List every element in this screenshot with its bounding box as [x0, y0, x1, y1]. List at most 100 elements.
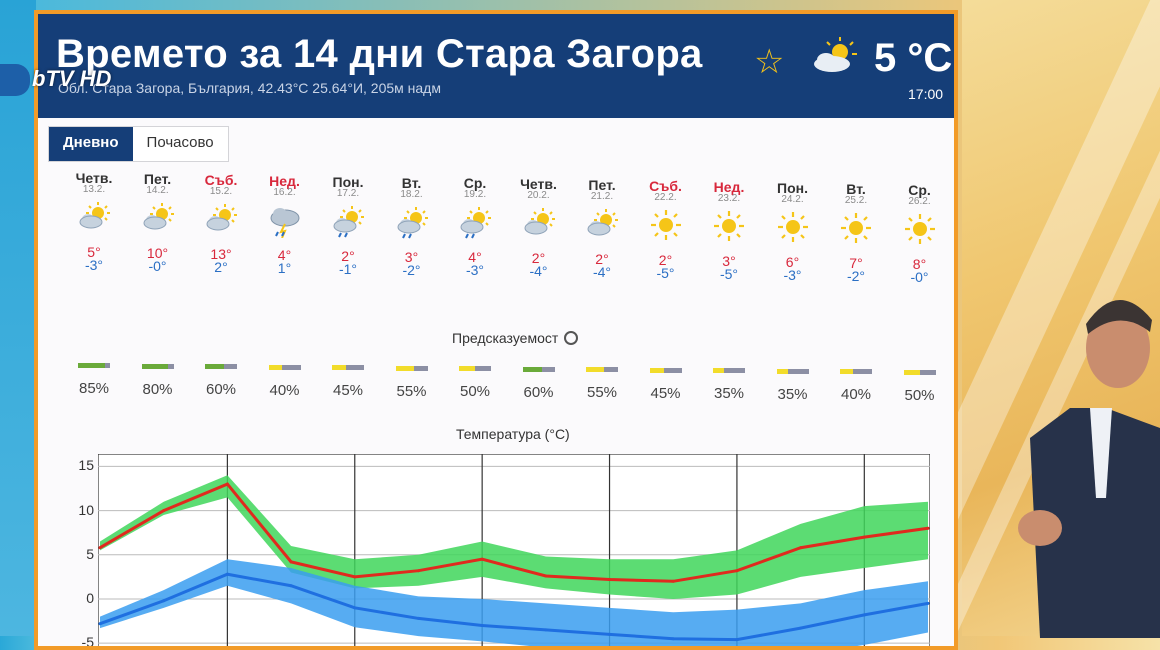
- day-date: 16.2.: [273, 186, 296, 198]
- predictability-heading: Предсказуемост: [452, 330, 579, 346]
- min-temp-line-point: [353, 606, 357, 610]
- max-temp-line-point: [98, 546, 102, 550]
- max-temp-line-point: [926, 526, 930, 530]
- header-bar: Времето за 14 дни Стара Загора ☆ Обл. Ст…: [38, 14, 954, 118]
- view-tabs: Дневно Почасово: [48, 126, 229, 162]
- day-column: Пет. 14.2. 10° -0°: [122, 171, 194, 274]
- max-temp: 13°: [210, 245, 232, 262]
- max-temp-line-point: [862, 535, 866, 539]
- max-temp: 2°: [531, 250, 546, 267]
- thunder-rain-icon: [270, 207, 299, 239]
- predictability-bar: [713, 368, 745, 373]
- min-temp: -3°: [465, 262, 485, 279]
- day-date: 13.2.: [82, 184, 106, 195]
- min-temp-line-point: [671, 637, 675, 641]
- predictability-info-icon[interactable]: [564, 331, 579, 345]
- day-name: Съб.: [649, 178, 682, 195]
- y-tick-label: 5: [86, 545, 94, 562]
- predictability-bar: [395, 365, 428, 371]
- day-column: Ср. 26.2. 8° -0°: [884, 182, 955, 285]
- current-temperature: 5 °C: [874, 36, 953, 80]
- temperature-chart: [98, 454, 930, 646]
- day-name: Вт.: [401, 174, 422, 191]
- predictability-bar: [78, 363, 110, 368]
- day-column: Съб. 15.2. 13° 2°: [185, 172, 257, 275]
- max-temp: 4°: [468, 249, 482, 266]
- predictability-value: 40%: [269, 381, 300, 399]
- day-name: Пет.: [143, 170, 172, 187]
- favorite-star-icon[interactable]: ☆: [754, 43, 785, 81]
- current-time: 17:00: [908, 86, 944, 102]
- day-date: 14.2.: [146, 184, 169, 196]
- min-temp: -5°: [656, 265, 675, 282]
- day-date: 17.2.: [336, 187, 360, 199]
- partly-cloudy-icon: [587, 209, 618, 236]
- partly-cloudy-icon: [524, 208, 555, 235]
- day-column: Пет. 21.2. 2° -4°: [566, 177, 638, 280]
- sun-icon: [777, 211, 808, 242]
- min-temp-line-point: [735, 638, 739, 642]
- day-date: 26.2.: [908, 195, 931, 207]
- max-temp: 8°: [912, 255, 927, 272]
- sun-icon: [904, 213, 935, 244]
- day-column: Съб. 22.2. 2° -5°: [630, 178, 702, 281]
- predictability-bar: [141, 363, 174, 369]
- max-temp-line-point: [544, 574, 548, 578]
- max-temp-band: [100, 475, 928, 599]
- partly-cloudy-icon: [206, 203, 237, 231]
- day-name: Нед.: [269, 172, 300, 189]
- predictability-value: 55%: [396, 382, 427, 400]
- min-temp: 1°: [277, 259, 292, 276]
- min-temp-line-point: [289, 584, 293, 588]
- day-date: 25.2.: [844, 194, 868, 206]
- max-temp: 7°: [849, 254, 863, 271]
- day-date: 21.2.: [590, 191, 614, 203]
- max-temp-line-point: [480, 557, 484, 561]
- max-temp-line-point: [799, 546, 803, 550]
- min-temp: -5°: [719, 266, 739, 282]
- min-temp: -0°: [148, 257, 167, 274]
- min-temp: -2°: [402, 261, 421, 278]
- max-temp-line-point: [735, 569, 739, 573]
- location-subtitle: Обл. Стара Загора, България, 42.43°С 25.…: [58, 80, 441, 96]
- predictability-bar: [205, 364, 237, 369]
- predictability-value: 35%: [713, 385, 745, 402]
- tab-daily[interactable]: Дневно: [49, 127, 133, 161]
- tab-hourly[interactable]: Почасово: [132, 127, 228, 161]
- studio-background-left: [0, 0, 36, 636]
- min-temp-line-point: [926, 601, 930, 605]
- day-name: Четв.: [520, 176, 557, 193]
- predictability-value: 55%: [586, 384, 618, 401]
- max-temp: 6°: [785, 253, 800, 270]
- min-temp-line-point: [608, 632, 612, 636]
- predictability-value: 40%: [840, 386, 872, 403]
- day-date: 19.2.: [463, 189, 487, 201]
- min-temp: -3°: [84, 257, 104, 273]
- page-title: Времето за 14 дни Стара Загора: [56, 32, 703, 76]
- sun-cloud-rain-icon: [397, 206, 428, 238]
- predictability-value: 60%: [523, 383, 554, 401]
- day-column: Пон. 17.2. 2° -1°: [312, 174, 384, 277]
- day-column: Четв. 13.2. 5° -3°: [58, 170, 130, 273]
- predictability-bar: [332, 365, 364, 370]
- y-tick-label: 0: [86, 589, 94, 606]
- max-temp: 3°: [404, 248, 419, 265]
- min-temp-line-point: [480, 623, 484, 627]
- sun-icon: [650, 210, 681, 241]
- max-temp-line-point: [289, 560, 293, 564]
- max-temp-line-point: [671, 579, 675, 583]
- partly-cloudy-icon: [143, 202, 174, 230]
- predictability-bar: [840, 369, 872, 374]
- chart-title: Температура (°C): [456, 426, 570, 442]
- day-name: Нед.: [713, 179, 745, 195]
- predictability-bar: [268, 364, 301, 370]
- predictability-bar: [903, 369, 936, 375]
- day-date: 20.2.: [527, 190, 550, 202]
- day-name: Пон.: [332, 173, 364, 190]
- partly-cloudy-icon: [814, 37, 857, 72]
- day-name: Пон.: [777, 179, 808, 196]
- min-temp: 2°: [214, 258, 228, 275]
- sun-cloud-rain-icon: [333, 205, 364, 238]
- day-name: Ср.: [463, 175, 487, 192]
- max-temp-line-point: [608, 578, 612, 582]
